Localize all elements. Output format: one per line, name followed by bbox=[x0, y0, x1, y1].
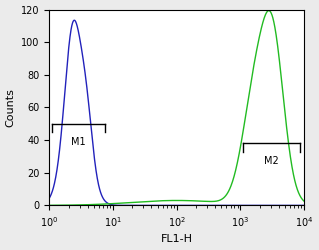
Text: M1: M1 bbox=[71, 137, 86, 147]
Text: M2: M2 bbox=[264, 156, 279, 166]
Y-axis label: Counts: Counts bbox=[5, 88, 16, 127]
X-axis label: FL1-H: FL1-H bbox=[161, 234, 193, 244]
